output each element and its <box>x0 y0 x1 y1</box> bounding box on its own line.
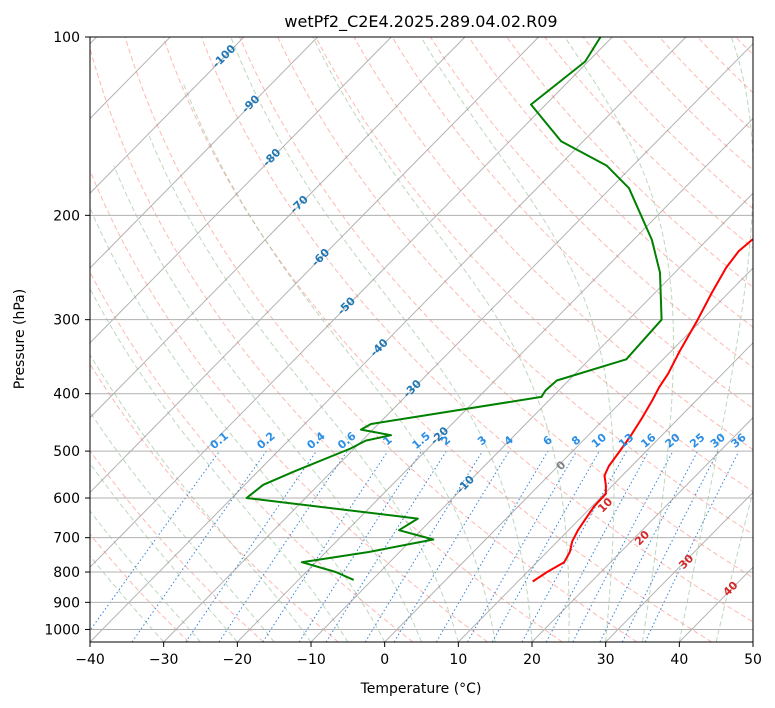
dry-adiabat-line <box>506 37 753 288</box>
isotherm-line <box>310 192 753 642</box>
y-tick-label: 1000 <box>44 622 80 638</box>
x-tick-label: −10 <box>296 652 326 668</box>
x-tick-label: −30 <box>149 652 179 668</box>
moist-adiabat-line <box>312 37 570 642</box>
moist-adiabat-line <box>183 83 496 642</box>
dry-adiabat-line <box>468 37 753 328</box>
x-axis-label: Temperature (°C) <box>360 681 482 697</box>
moist-adiabat-line <box>90 206 386 642</box>
mixing-ratio-line <box>325 450 447 642</box>
x-tick-label: 0 <box>380 652 389 668</box>
y-tick-label: 400 <box>53 387 80 403</box>
plot-area <box>90 37 753 642</box>
moist-adiabat-line <box>90 353 312 642</box>
background-lines <box>90 37 753 642</box>
moist-adiabat-line <box>420 37 615 642</box>
isotherm-line <box>236 117 753 642</box>
isotherm-line <box>90 37 687 642</box>
x-tick-label: 10 <box>449 652 467 668</box>
isotherm-line <box>90 37 318 269</box>
dry-adiabat-line <box>200 37 753 623</box>
dry-adiabat-line <box>162 37 712 642</box>
moist-adiabat-line <box>90 411 275 642</box>
moist-adiabat-line <box>678 37 753 642</box>
y-tick-label: 100 <box>53 30 80 46</box>
dewpoint-profile-line <box>245 37 663 581</box>
dry-adiabat-line <box>315 37 753 493</box>
isotherm-line <box>457 342 753 642</box>
mixing-ratio-line <box>131 450 267 642</box>
isotherm-line <box>90 37 245 194</box>
dry-adiabat-line <box>90 46 563 642</box>
dry-adiabat-line <box>239 37 753 579</box>
mixing-ratio-line <box>364 450 484 642</box>
y-tick-label: 300 <box>53 313 80 329</box>
y-tick-label: 800 <box>53 565 80 581</box>
y-axis: 100 200 300 400 500 600 700 800 900 1000 <box>44 30 90 638</box>
mixing-ratio-line <box>90 450 221 632</box>
isotherm-line <box>90 37 392 344</box>
x-tick-label: −40 <box>75 652 105 668</box>
profile-lines <box>245 37 753 583</box>
dry-adiabat-line <box>90 271 414 642</box>
mixing-ratio-line <box>185 450 317 642</box>
moist-adiabat-line <box>90 555 165 642</box>
x-tick-label: 40 <box>670 652 688 668</box>
x-tick-label: −20 <box>223 652 253 668</box>
dry-adiabat-line <box>90 533 190 642</box>
dry-adiabat-line <box>277 37 753 535</box>
mixing-ratio-line <box>545 450 650 642</box>
y-tick-label: 500 <box>53 444 80 460</box>
y-tick-label: 900 <box>53 595 80 611</box>
isotherm-line <box>531 416 753 642</box>
isotherm-line <box>90 37 539 494</box>
moist-adiabat-line <box>564 37 674 642</box>
isotherm-line <box>90 37 613 568</box>
mixing-ratio-line <box>467 450 578 642</box>
isotherm-line <box>90 37 466 419</box>
mixing-ratio-line <box>298 450 423 642</box>
moist-adiabat-line <box>90 287 349 642</box>
dry-adiabat-line <box>124 37 638 642</box>
mixing-ratio-line <box>644 450 740 642</box>
y-tick-label: 600 <box>53 491 80 507</box>
y-axis-label: Pressure (hPa) <box>12 289 28 389</box>
moist-adiabat-line <box>230 37 533 642</box>
y-tick-label: 700 <box>53 531 80 547</box>
mixing-ratio-line <box>491 450 600 642</box>
isotherm-line <box>163 42 753 642</box>
isotherm-line <box>605 491 753 642</box>
moist-adiabat-line <box>715 489 753 642</box>
isotherm-line <box>384 267 753 642</box>
dry-adiabat-line <box>90 169 488 642</box>
dry-adiabat-line <box>582 37 753 210</box>
moist-adiabat-line <box>113 165 422 642</box>
x-axis: −40 −30 −20 −10 0 10 20 30 40 50 <box>75 642 762 668</box>
chart-title: wetPf2_C2E4.2025.289.04.02.R09 <box>284 12 557 32</box>
dry-adiabat-line <box>391 37 753 409</box>
mixing-ratio-line <box>521 450 628 642</box>
plot-frame <box>89 36 754 643</box>
dry-adiabat-line <box>429 37 753 369</box>
mixing-ratio-line <box>435 450 549 642</box>
x-tick-label: 20 <box>523 652 541 668</box>
x-tick-label: 30 <box>597 652 615 668</box>
x-tick-label: 50 <box>744 652 762 668</box>
mixing-ratio-line <box>393 450 510 642</box>
temperature-profile-line <box>532 238 753 583</box>
moist-adiabat-line <box>90 510 201 642</box>
y-tick-label: 200 <box>53 208 80 224</box>
dry-adiabat-line <box>353 37 753 451</box>
